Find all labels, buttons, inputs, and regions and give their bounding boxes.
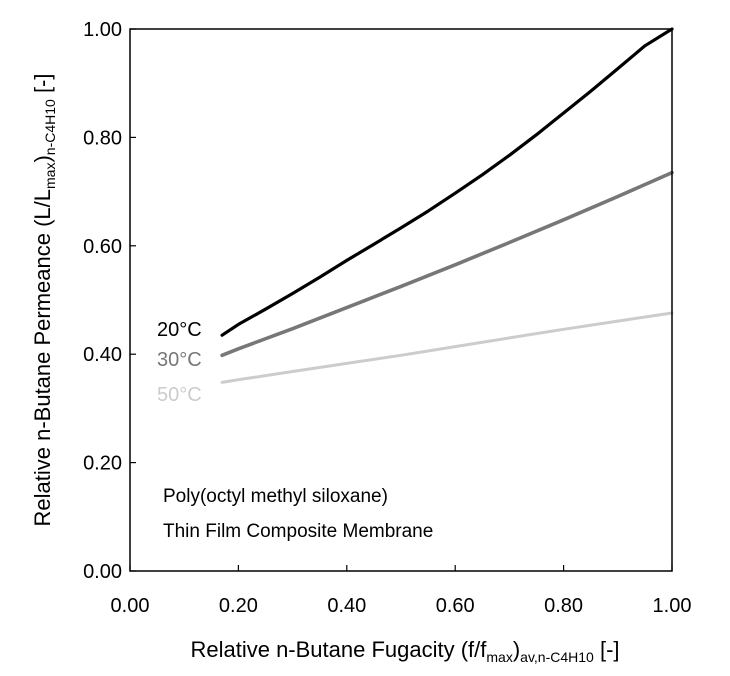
- x-axis-title: Relative n-Butane Fugacity (f/fmax)av,n-…: [190, 637, 619, 665]
- y-tick-label: 0.60: [83, 236, 122, 258]
- y-axis-title: Relative n-Butane Permeance (L/Lmax)n-C4…: [30, 73, 58, 526]
- x-axis-title-sub2: av,n-C4H10: [520, 649, 594, 665]
- plot-frame: [129, 28, 673, 572]
- y-tick-label: 1.00: [83, 19, 122, 41]
- y-axis-title-mid: ): [30, 155, 55, 162]
- y-tick-label: 0.20: [83, 453, 122, 475]
- x-tick-label: 0.80: [544, 595, 583, 617]
- series-layer: [220, 27, 674, 384]
- series-label-30c: 30°C: [157, 349, 202, 371]
- y-axis-title-sub2: n-C4H10: [42, 99, 58, 155]
- x-axis-title-mid: ): [513, 637, 520, 662]
- annotation-polymer: Poly(octyl methyl siloxane): [163, 486, 388, 507]
- y-tick-label: 0.80: [83, 127, 122, 149]
- axes-layer: 0.00 0.20 0.40 0.60 0.80 1.00 0.00 0.20 0.40 0.60…: [83, 19, 691, 617]
- y-axis-title-main: Relative n-Butane Permeance (L/L: [30, 189, 55, 527]
- x-tick-label: 0.20: [219, 595, 258, 617]
- x-axis-title-main: Relative n-Butane Fugacity (f/f: [190, 637, 487, 662]
- x-tick-label: 0.40: [327, 595, 366, 617]
- x-tick-label: 0.60: [436, 595, 475, 617]
- series-line-50c: [220, 311, 674, 384]
- annotation-membrane: Thin Film Composite Membrane: [163, 521, 433, 542]
- x-tick-label: 0.00: [111, 595, 150, 617]
- x-axis-title-tail: [-]: [594, 637, 620, 662]
- series-line-20c: [220, 27, 674, 337]
- y-tick-label: 0.40: [83, 344, 122, 366]
- x-axis-title-sub1: max: [486, 649, 512, 665]
- series-label-20c: 20°C: [157, 319, 202, 341]
- series-line-30c: [220, 170, 674, 358]
- series-label-50c: 50°C: [157, 384, 202, 406]
- y-axis-title-sub1: max: [42, 163, 58, 189]
- x-tick-label: 1.00: [653, 595, 692, 617]
- y-axis-title-tail: [-]: [30, 73, 55, 99]
- y-tick-label: 0.00: [83, 561, 122, 583]
